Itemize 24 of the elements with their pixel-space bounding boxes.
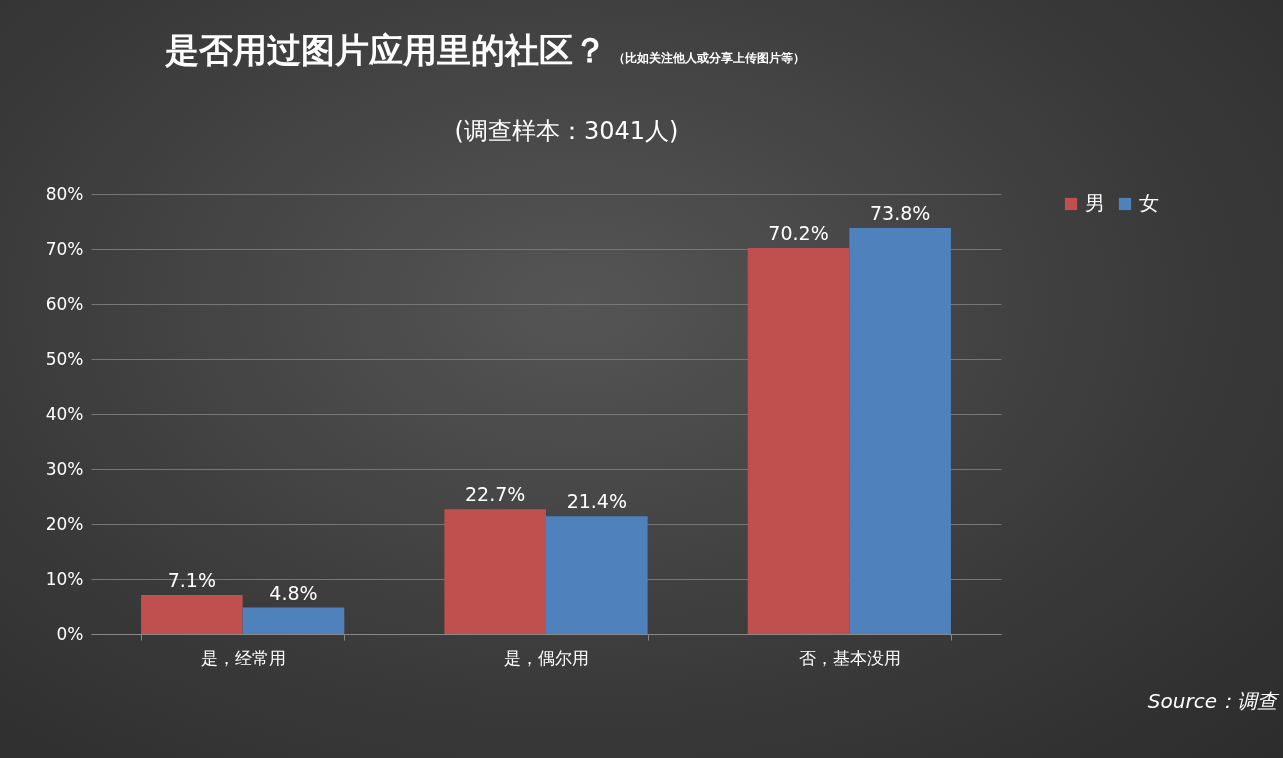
y-tick-label: 0% [56, 623, 84, 644]
y-tick-label: 70% [45, 238, 84, 259]
legend-label: 男 [1085, 191, 1105, 215]
data-label: 70.2% [768, 221, 829, 244]
data-label: 22.7% [465, 483, 526, 506]
data-label: 4.8% [269, 581, 318, 604]
source-note: Source：调查 [1147, 688, 1277, 715]
y-tick-label: 60% [45, 293, 84, 314]
text: （比如关注他人或分享上传图片等） [613, 51, 805, 65]
y-tick-label: 20% [45, 513, 84, 534]
chart-title: 是否用过图片应用里的社区？ [165, 30, 607, 70]
y-tick-label: 40% [45, 403, 84, 424]
data-label: 21.4% [566, 490, 627, 513]
chart-subtitle: (调查样本：3041人) [453, 116, 680, 147]
data-label: 73.8% [869, 202, 931, 225]
y-tick-label: 80% [45, 183, 84, 204]
x-tick-label: 否，基本没用 [798, 647, 901, 668]
y-tick-label: 30% [45, 458, 84, 479]
x-tick-label: 是，经常用 [200, 647, 286, 668]
legend-label: 女 [1139, 191, 1159, 215]
x-tick-label: 是，偶尔用 [504, 647, 589, 668]
y-tick-label: 50% [45, 348, 84, 369]
data-label: 7.1% [167, 568, 216, 591]
y-tick-label: 10% [45, 568, 84, 589]
